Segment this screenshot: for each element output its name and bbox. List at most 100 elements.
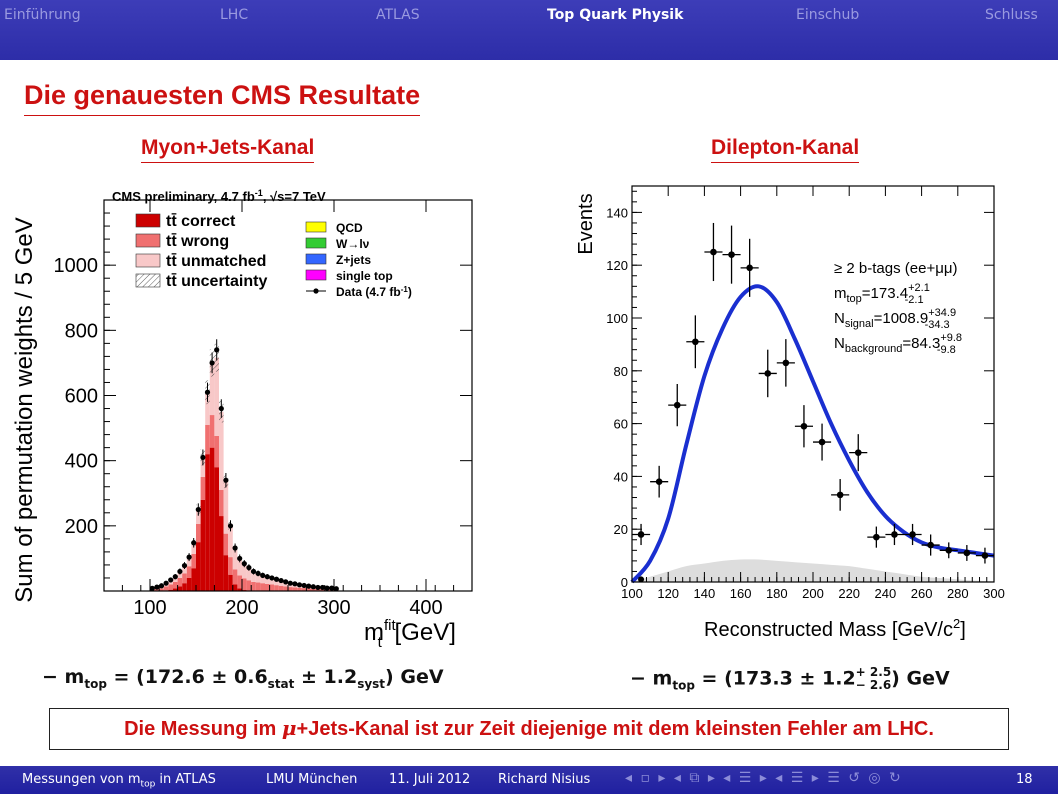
y-tick-label: 20 xyxy=(614,522,628,537)
histogram-bar xyxy=(292,587,298,591)
beamer-navigation-icons[interactable]: ◂ ▫ ▸ ◂ ⧉ ▸ ◂ ☰ ▸ ◂ ☰ ▸ ☰ ↺ ◎ ↻ xyxy=(625,770,903,786)
histogram-bar xyxy=(251,581,256,591)
histogram-bar xyxy=(205,392,210,425)
nav-item-einfuehrung[interactable]: Einführung xyxy=(4,7,81,23)
histogram-bar xyxy=(182,565,187,574)
left-chart-header: CMS preliminary, 4.7 fb-1, √s=7 TeV xyxy=(112,188,326,204)
data-point xyxy=(154,584,160,590)
histogram-bar xyxy=(237,588,242,591)
nav-item-einschub[interactable]: Einschub xyxy=(796,7,860,23)
histogram-bar xyxy=(182,583,187,591)
data-point xyxy=(333,586,339,592)
histogram-bar xyxy=(306,588,311,591)
left-y-axis-label: Sum of permutation weights / 5 GeV xyxy=(11,217,38,603)
histogram-bar xyxy=(219,489,224,517)
data-point xyxy=(186,554,192,560)
data-point xyxy=(319,584,326,591)
histogram-bar xyxy=(196,523,201,543)
data-point xyxy=(306,583,312,589)
slide-title: Die genauesten CMS Resultate xyxy=(24,80,421,116)
data-point xyxy=(945,547,953,554)
histogram-bar xyxy=(223,481,229,534)
histogram-bar xyxy=(320,589,325,591)
histogram-bar xyxy=(228,525,233,558)
legend-label: Z+jets xyxy=(336,253,371,267)
histogram-bar xyxy=(209,447,215,591)
x-tick-label: 200 xyxy=(802,586,824,601)
histogram-bar xyxy=(191,568,196,591)
y-tick-label: 100 xyxy=(606,311,628,326)
nav-item-schluss[interactable]: Schluss xyxy=(985,7,1038,23)
histogram-bar xyxy=(205,424,210,455)
histogram-bar xyxy=(301,588,307,591)
histogram-bar xyxy=(251,571,256,582)
data-point xyxy=(692,338,699,346)
legend-marker xyxy=(313,288,319,294)
nav-item-lhc[interactable]: LHC xyxy=(220,7,249,23)
data-point xyxy=(315,584,321,591)
footer-institute: LMU München xyxy=(266,772,358,787)
data-point xyxy=(329,585,335,591)
footer-talk-title: Messungen von mtop in ATLAS xyxy=(22,772,216,790)
x-tick-label: 100 xyxy=(133,597,166,619)
left-result: − mtop = (172.6 ± 0.6stat ± 1.2syst) GeV xyxy=(42,666,444,691)
y-tick-label: 60 xyxy=(614,417,628,432)
histogram-bar xyxy=(200,499,206,591)
x-tick-label: 180 xyxy=(766,586,788,601)
data-point xyxy=(177,568,183,575)
data-point xyxy=(218,405,224,412)
data-point xyxy=(310,584,316,590)
histogram-bar xyxy=(269,577,275,585)
histogram-bar xyxy=(232,584,238,591)
y-tick-label: 600 xyxy=(65,386,98,408)
legend-label: tt̄ wrong xyxy=(166,232,229,250)
y-tick-label: 140 xyxy=(606,205,628,220)
footer-page-number: 18 xyxy=(1016,772,1033,787)
legend-label: Data (4.7 fb-1) xyxy=(336,285,412,299)
histogram-bar xyxy=(265,583,270,591)
histogram-bar xyxy=(168,584,173,590)
x-tick-label: 300 xyxy=(317,597,350,619)
histogram-bar xyxy=(311,588,316,591)
histogram-bar xyxy=(186,566,192,578)
data-point xyxy=(673,401,681,409)
histogram-bar xyxy=(196,542,201,591)
histogram-bar xyxy=(232,547,238,570)
data-point xyxy=(836,491,844,499)
x-tick-label: 300 xyxy=(983,586,1005,601)
histogram-bar xyxy=(177,577,183,587)
left-x-axis-label: mfit t [GeV] xyxy=(364,617,456,650)
data-point xyxy=(891,531,898,538)
histogram-bar xyxy=(177,571,183,578)
data-point xyxy=(232,545,238,551)
data-point xyxy=(172,574,178,580)
histogram-bar xyxy=(232,569,238,585)
data-point xyxy=(296,582,303,588)
histogram-bar xyxy=(168,589,173,591)
data-point xyxy=(168,577,174,583)
legend-swatch xyxy=(305,221,327,233)
data-point xyxy=(191,540,197,546)
plot-annotation: ≥ 2 b-tags (ee+μμ) xyxy=(834,260,958,277)
histogram-bar xyxy=(196,509,201,524)
histogram-bar xyxy=(242,578,247,591)
data-point xyxy=(269,575,275,581)
histogram-bar xyxy=(214,357,219,436)
data-point xyxy=(746,264,753,272)
nav-item-atlas[interactable]: ATLAS xyxy=(376,7,420,23)
data-point xyxy=(149,585,155,591)
data-point xyxy=(181,562,188,569)
data-point xyxy=(728,251,735,258)
x-tick-label: 260 xyxy=(911,586,933,601)
histogram-bar xyxy=(260,583,265,591)
nav-item-top-quark-physik[interactable]: Top Quark Physik xyxy=(547,7,684,23)
legend-swatch xyxy=(135,233,161,248)
histogram-bar xyxy=(255,582,261,591)
dilepton-mass-plot: 100 120 140 160 180 200 220 240 260 280 300 0 20 40 60… xyxy=(575,185,1005,641)
histogram-bar xyxy=(237,558,242,576)
histogram-bar xyxy=(223,533,229,556)
y-tick-label: 800 xyxy=(65,320,98,342)
y-tick-label: 80 xyxy=(614,364,628,379)
data-point xyxy=(287,580,293,586)
x-tick-label: 120 xyxy=(657,586,679,601)
